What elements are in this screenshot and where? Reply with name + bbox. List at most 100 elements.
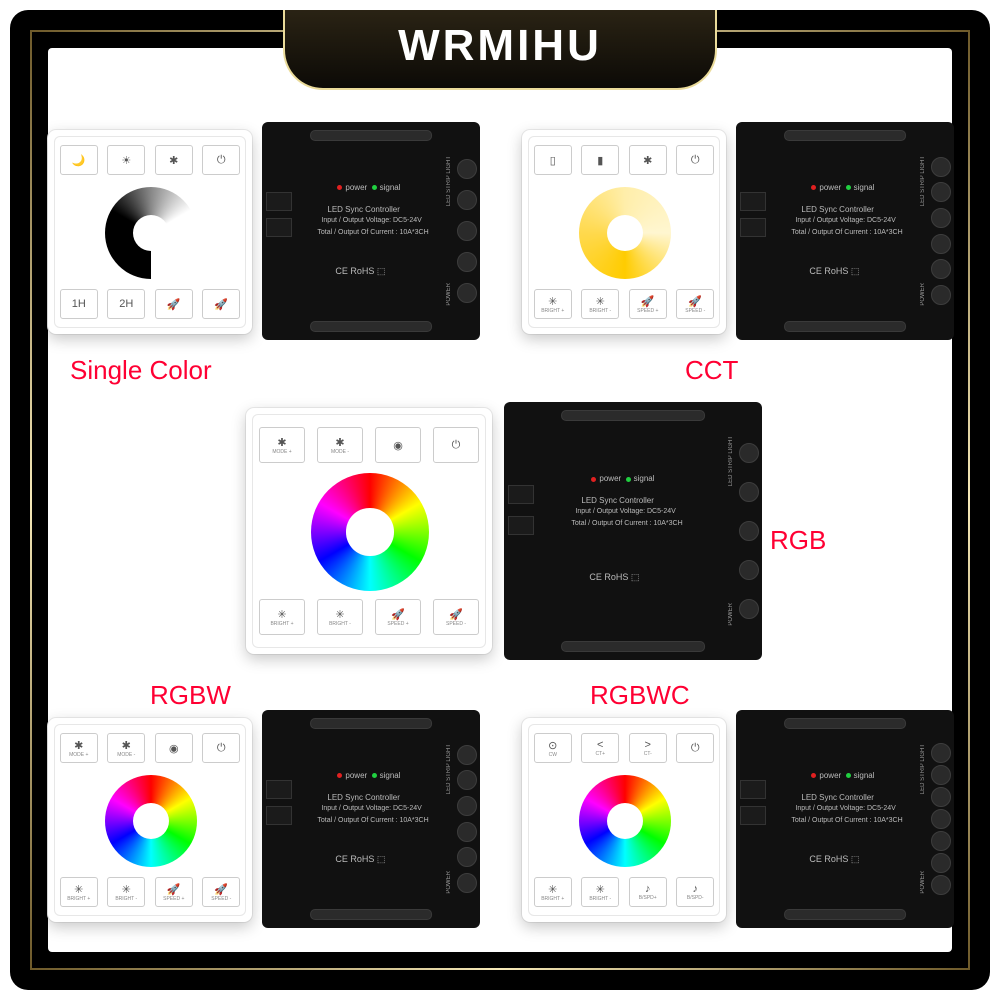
panel-btn[interactable]: ✳BRIGHT - [107,877,145,907]
panel-btn[interactable]: ✱MODE - [317,427,363,463]
panel-btn[interactable]: ⏻ [676,733,714,763]
controller-text: Input / Output Voltage: DC5-24V [575,508,675,515]
controller-text: CE RoHS ⬚ [335,854,385,865]
panel-btn[interactable]: 2H [107,289,145,319]
color-wheel[interactable] [579,187,671,279]
panel-btn[interactable]: 🚀SPEED - [676,289,714,319]
panel-btn[interactable]: ✱ [155,145,193,175]
panel-btn[interactable]: ✱MODE - [107,733,145,763]
controller-text: Total / Output Of Current : 10A*3CH [317,229,428,236]
terminal [931,787,951,807]
controller-rgbw: power signalLED Sync ControllerInput / O… [262,710,480,928]
panel-btn[interactable]: ✳BRIGHT - [581,289,619,319]
panel-btn[interactable]: ♪B/SPD- [676,877,714,907]
controller-text: Total / Output Of Current : 10A*3CH [317,817,428,824]
color-wheel[interactable] [311,473,429,591]
terminal [457,822,477,842]
panel-btn[interactable]: ✳BRIGHT - [317,599,363,635]
controller-text: LED Sync Controller [327,793,399,802]
terminal [931,875,951,895]
controller-text: LED Sync Controller [801,793,873,802]
terminal [931,259,951,279]
product-label-single: Single Color [70,355,212,386]
terminal [739,521,759,541]
gold-border-bottom [30,968,970,970]
gold-border-right [968,30,970,970]
controller-text: LED Sync Controller [327,205,399,214]
terminal [457,847,477,867]
panel-btn[interactable]: ♪B/SPD+ [629,877,667,907]
terminal [457,745,477,765]
panel-btn[interactable]: ✱ [629,145,667,175]
color-wheel[interactable] [579,775,671,867]
panel-btn[interactable]: 🚀SPEED - [433,599,479,635]
terminal [457,252,477,272]
controller-text: CE RoHS ⬚ [809,266,859,277]
controller-text: LED Sync Controller [801,205,873,214]
terminal [931,157,951,177]
panel-btn[interactable]: 🚀SPEED + [629,289,667,319]
panel-btn[interactable]: ▯ [534,145,572,175]
controller-text: power signal [811,183,874,192]
controller-text: power signal [591,474,654,483]
panel-btn[interactable]: ⊙CW [534,733,572,763]
panel-btn[interactable]: ✳BRIGHT + [259,599,305,635]
controller-text: LED Sync Controller [581,496,653,505]
color-wheel[interactable] [105,775,197,867]
panel-btn[interactable]: ⏻ [676,145,714,175]
product-label-rgbw: RGBW [150,680,231,711]
panel-btn[interactable]: ⏻ [202,733,240,763]
panel-btn[interactable]: ▮ [581,145,619,175]
controller-text: power signal [337,183,400,192]
panel-btn[interactable]: 🚀SPEED - [202,877,240,907]
panel-btn[interactable]: ✳BRIGHT - [581,877,619,907]
controller-rgbwc: power signal LED Sync Controller Input / O… [736,710,954,928]
panel-btn[interactable]: <CT+ [581,733,619,763]
panel-btn[interactable]: ✳BRIGHT + [534,289,572,319]
controller-text: Input / Output Voltage: DC5-24V [321,217,421,224]
panel-btn[interactable]: 🚀SPEED + [155,877,193,907]
terminal [457,283,477,303]
terminal [931,208,951,228]
panel-btn[interactable]: 🚀 [155,289,193,319]
panel-btn[interactable]: ⏻ [433,427,479,463]
controller-text: Total / Output Of Current : 10A*3CH [791,817,902,824]
panel-btn[interactable]: >CT- [629,733,667,763]
panel-btn[interactable]: ✳BRIGHT + [60,877,98,907]
touch-panel-cct: ▯ ▮ ✱ ⏻ ✳BRIGHT + ✳BRIGHT - 🚀SPEED + 🚀SPEED - [522,130,726,334]
touch-panel-rgb: ✱MODE + ✱MODE - ◉ ⏻ ✳BRIGHT + ✳BRIGHT - 🚀SPEED… [246,408,492,654]
terminal [931,285,951,305]
terminal [931,831,951,851]
controller-text: Total / Output Of Current : 10A*3CH [571,520,682,527]
panel-btn[interactable]: ◉ [375,427,421,463]
terminal [931,234,951,254]
controller-text: Total / Output Of Current : 10A*3CH [791,229,902,236]
touch-panel-rgbw: ✱MODE + ✱MODE - ◉ ⏻ ✳BRIGHT + ✳BRIGHT - 🚀SPEED… [48,718,252,922]
panel-btn[interactable]: ⏻ [202,145,240,175]
panel-btn[interactable]: 🚀SPEED + [375,599,421,635]
terminal [457,796,477,816]
color-wheel[interactable] [105,187,197,279]
product-label-rgb: RGB [770,525,826,556]
panel-btn[interactable]: 🚀 [202,289,240,319]
touch-panel-rgbwc: ⊙CW <CT+ >CT- ⏻ ✳BRIGHT + ✳BRIGHT - ♪B/SPD+ ♪B/… [522,718,726,922]
terminal [457,873,477,893]
controller-text: power signal [811,771,874,780]
product-label-cct: CCT [685,355,738,386]
controller-text: Input / Output Voltage: DC5-24V [795,805,895,812]
terminal [457,190,477,210]
controller-text: CE RoHS ⬚ [809,854,859,865]
panel-btn[interactable]: ✳BRIGHT + [534,877,572,907]
panel-btn[interactable]: ◉ [155,733,193,763]
controller-rgb: power signal LED Sync Controller Input / O… [504,402,762,660]
brand-text: WRMIHU [398,21,602,70]
terminal [931,765,951,785]
controller-text: Input / Output Voltage: DC5-24V [795,217,895,224]
panel-btn[interactable]: 1H [60,289,98,319]
panel-btn[interactable]: ✱MODE + [259,427,305,463]
panel-btn[interactable]: ☀ [107,145,145,175]
terminal [739,482,759,502]
panel-btn[interactable]: ✱MODE + [60,733,98,763]
controller-text: power signal [337,771,400,780]
panel-btn[interactable]: 🌙 [60,145,98,175]
